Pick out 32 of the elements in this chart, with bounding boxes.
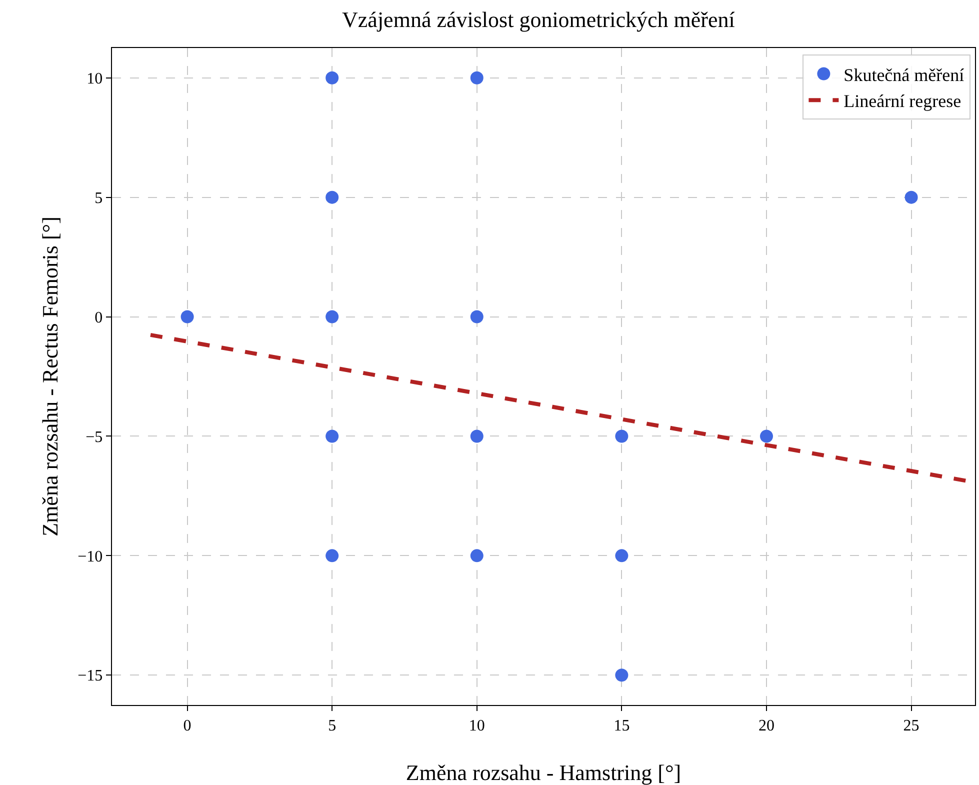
y-axis-title: Změna rozsahu - Rectus Femoris [°] bbox=[38, 216, 63, 536]
x-tick-label: 10 bbox=[468, 717, 485, 734]
point bbox=[470, 71, 484, 84]
point bbox=[615, 549, 628, 562]
y-tick-label: 0 bbox=[94, 309, 103, 326]
point bbox=[470, 430, 484, 443]
y-tick-label: −10 bbox=[78, 548, 103, 566]
x-axis-title: Změna rozsahu - Hamstring [°] bbox=[406, 760, 682, 785]
point bbox=[326, 310, 339, 324]
point bbox=[326, 71, 339, 84]
point bbox=[904, 190, 918, 204]
point bbox=[615, 430, 628, 443]
x-tick-label: 0 bbox=[183, 717, 192, 734]
point bbox=[326, 430, 339, 443]
point bbox=[470, 549, 484, 562]
y-tick-label: 10 bbox=[86, 70, 103, 88]
x-tick-label: 20 bbox=[758, 717, 774, 734]
y-tick-label: −5 bbox=[86, 428, 103, 446]
x-tick-label: 5 bbox=[328, 717, 336, 734]
x-tick-label: 15 bbox=[614, 717, 630, 734]
legend-label: Lineární regrese bbox=[844, 91, 962, 112]
point bbox=[760, 430, 773, 443]
point bbox=[180, 310, 194, 324]
point bbox=[615, 668, 628, 682]
chart-title: Vzájemná závislost goniometrických měření bbox=[342, 7, 735, 32]
legend-label: Skutečná měření bbox=[844, 64, 964, 85]
x-tick-label: 25 bbox=[903, 717, 920, 734]
point bbox=[326, 549, 339, 562]
y-tick-label: −15 bbox=[78, 668, 103, 685]
point bbox=[326, 190, 339, 204]
y-tick-label: 5 bbox=[94, 190, 103, 207]
point bbox=[470, 310, 484, 324]
